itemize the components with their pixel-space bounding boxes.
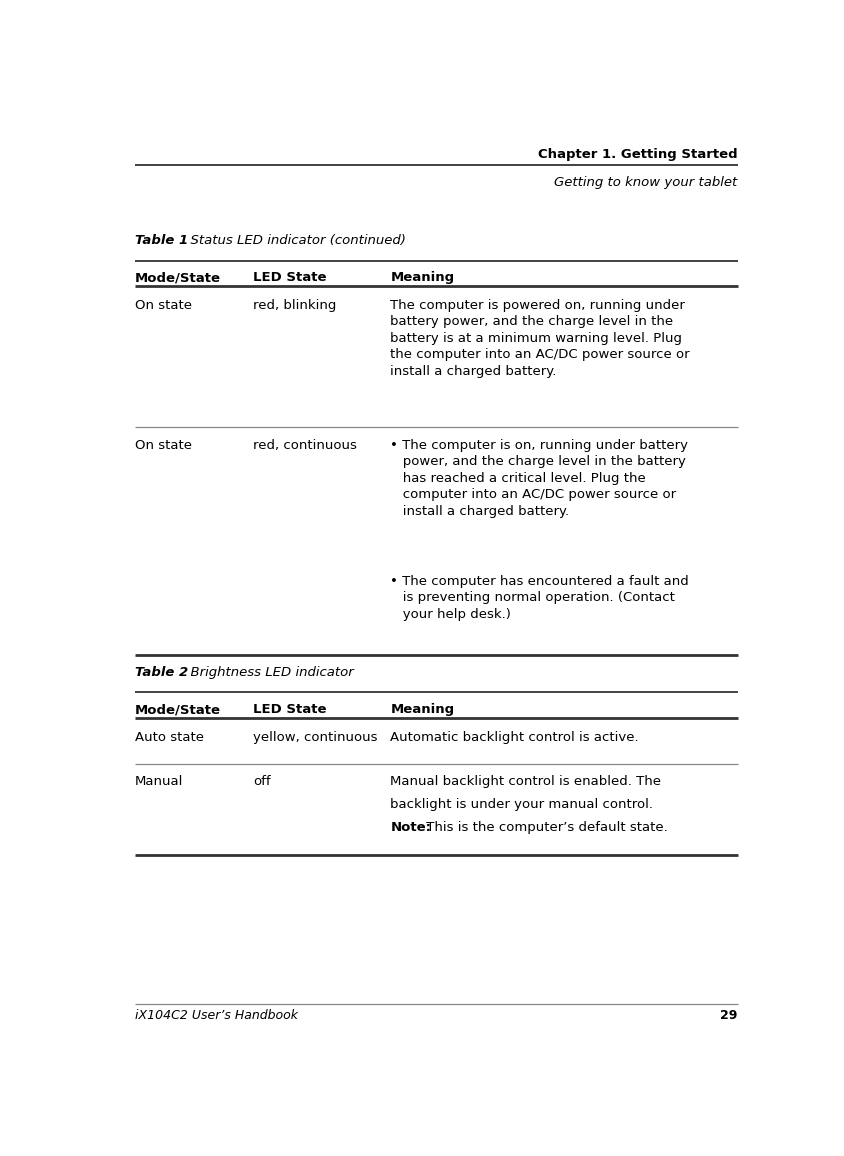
Text: Brightness LED indicator: Brightness LED indicator: [182, 666, 354, 679]
Text: LED State: LED State: [252, 703, 326, 716]
Text: This is the computer’s default state.: This is the computer’s default state.: [421, 822, 667, 835]
Text: Mode/State: Mode/State: [135, 703, 221, 716]
Text: Manual: Manual: [135, 776, 183, 788]
Text: red, blinking: red, blinking: [252, 299, 336, 312]
Text: iX104C2 User’s Handbook: iX104C2 User’s Handbook: [135, 1009, 298, 1022]
Text: 29: 29: [719, 1009, 737, 1022]
Text: red, continuous: red, continuous: [252, 438, 356, 452]
Text: • The computer is on, running under battery
   power, and the charge level in th: • The computer is on, running under batt…: [390, 438, 688, 518]
Text: On state: On state: [135, 438, 192, 452]
Text: • The computer has encountered a fault and
   is preventing normal operation. (C: • The computer has encountered a fault a…: [390, 575, 689, 621]
Text: Status LED indicator (continued): Status LED indicator (continued): [182, 235, 406, 247]
Text: Note:: Note:: [390, 822, 431, 835]
Text: Meaning: Meaning: [390, 272, 454, 284]
Text: Mode/State: Mode/State: [135, 272, 221, 284]
Text: Chapter 1. Getting Started: Chapter 1. Getting Started: [538, 148, 737, 161]
Text: Meaning: Meaning: [390, 703, 454, 716]
Text: Table 1: Table 1: [135, 235, 188, 247]
Text: off: off: [252, 776, 270, 788]
Text: Table 2: Table 2: [135, 666, 188, 679]
Text: backlight is under your manual control.: backlight is under your manual control.: [390, 799, 652, 812]
Text: On state: On state: [135, 299, 192, 312]
Text: Automatic backlight control is active.: Automatic backlight control is active.: [390, 731, 638, 743]
Text: The computer is powered on, running under
battery power, and the charge level in: The computer is powered on, running unde…: [390, 299, 690, 378]
Text: Manual backlight control is enabled. The: Manual backlight control is enabled. The: [390, 776, 661, 788]
Text: yellow, continuous: yellow, continuous: [252, 731, 377, 743]
Text: LED State: LED State: [252, 272, 326, 284]
Text: Auto state: Auto state: [135, 731, 204, 743]
Text: Getting to know your tablet: Getting to know your tablet: [554, 176, 737, 190]
